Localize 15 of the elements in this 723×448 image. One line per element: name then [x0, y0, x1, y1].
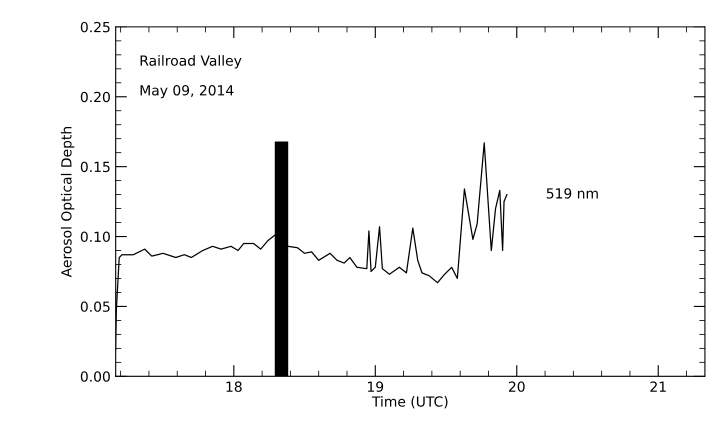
y-axis-title: Aerosol Optical Depth — [60, 127, 74, 278]
x-tick-label: 20 — [508, 381, 525, 392]
y-tick-label: 0.05 — [80, 301, 110, 312]
x-tick-label: 19 — [368, 381, 384, 392]
y-tick-label: 0.20 — [80, 92, 110, 102]
y-tick-label: 0.15 — [80, 162, 110, 172]
y-tick-label: 0.00 — [80, 371, 110, 382]
annotation: May 09, 2014 — [140, 85, 234, 98]
x-tick-label: 21 — [650, 381, 666, 392]
x-tick-label: 18 — [226, 381, 242, 392]
annotation: Railroad Valley — [140, 55, 242, 69]
text: 519 nm — [546, 188, 598, 199]
y-tick-label: 0.10 — [80, 232, 110, 242]
x-axis-title: Time (UTC) — [372, 396, 448, 408]
y-tick-label: 0.25 — [80, 22, 110, 32]
